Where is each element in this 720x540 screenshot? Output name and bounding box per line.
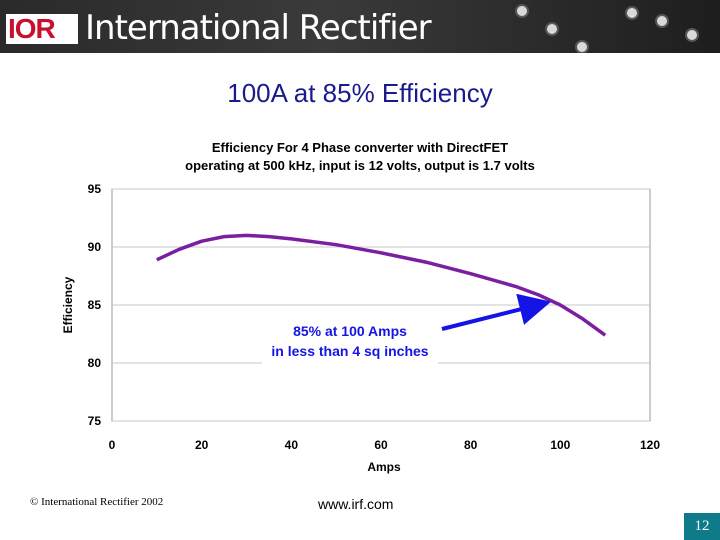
x-tick-label: 100 bbox=[550, 438, 570, 452]
slide-title: 100A at 85% Efficiency bbox=[227, 78, 493, 108]
x-tick-label: 60 bbox=[374, 438, 388, 452]
chip-pin-decoration bbox=[515, 4, 529, 18]
y-tick-label: 80 bbox=[88, 356, 102, 370]
y-tick-label: 75 bbox=[88, 414, 102, 428]
chart-title-line: Efficiency For 4 Phase converter with Di… bbox=[212, 140, 508, 155]
x-axis-label: Amps bbox=[367, 460, 401, 474]
chip-pin-decoration bbox=[655, 14, 669, 28]
y-tick-label: 85 bbox=[88, 298, 102, 312]
company-logo: IOR bbox=[8, 13, 56, 44]
y-axis-label: Efficiency bbox=[61, 276, 75, 333]
logo-background bbox=[6, 14, 78, 44]
annotation-text: 85% at 100 Amps bbox=[293, 323, 407, 339]
footer-url: www.irf.com bbox=[318, 496, 394, 512]
y-tick-label: 95 bbox=[88, 182, 102, 196]
annotation-arrow bbox=[441, 293, 552, 331]
chip-pin-decoration bbox=[625, 6, 639, 20]
page-number: 12 bbox=[684, 513, 720, 540]
annotation-text: in less than 4 sq inches bbox=[271, 343, 428, 359]
y-tick-label: 90 bbox=[88, 240, 102, 254]
chip-pin-decoration bbox=[545, 22, 559, 36]
x-tick-label: 120 bbox=[640, 438, 660, 452]
x-tick-label: 0 bbox=[109, 438, 116, 452]
x-tick-label: 20 bbox=[195, 438, 209, 452]
chart-title-line: operating at 500 kHz, input is 12 volts,… bbox=[185, 158, 535, 173]
chip-pin-decoration bbox=[685, 28, 699, 42]
x-tick-label: 80 bbox=[464, 438, 478, 452]
x-tick-label: 40 bbox=[285, 438, 299, 452]
footer-copyright: © International Rectifier 2002 bbox=[30, 496, 164, 508]
chip-pin-decoration bbox=[575, 40, 589, 53]
annotation-background bbox=[262, 320, 438, 366]
company-name: International Rectifier bbox=[85, 8, 432, 48]
header-banner: IOR International Rectifier bbox=[0, 0, 720, 53]
